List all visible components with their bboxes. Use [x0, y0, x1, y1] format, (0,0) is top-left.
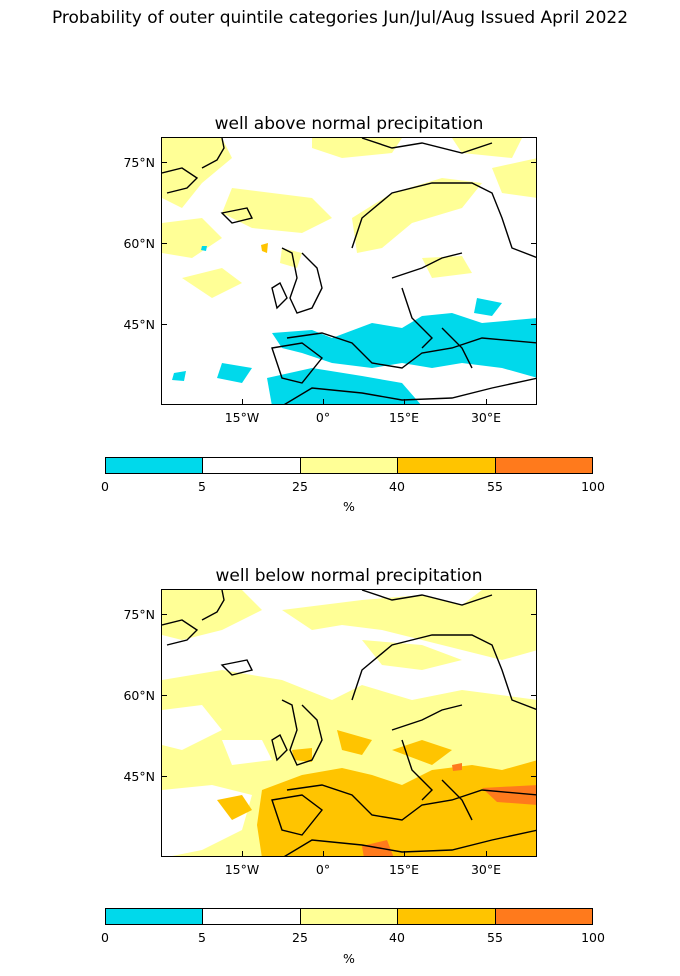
figure-title: Probability of outer quintile categories…	[51, 8, 629, 28]
cbar1-tick-25: 25	[292, 479, 308, 494]
cbar1-tick-0: 0	[101, 479, 109, 494]
cbar2-tick-40: 40	[389, 930, 405, 945]
panel-2-orange-regions	[217, 730, 536, 856]
cbar-seg-55-100	[495, 458, 593, 473]
cbar1-tick-55: 55	[487, 479, 503, 494]
panel-2-lon-0: 0°	[315, 862, 331, 877]
cbar2-unit: %	[343, 951, 355, 966]
panel-2-colorbar	[105, 908, 593, 925]
cbar2-tick-5: 5	[198, 930, 206, 945]
panel-1-coastlines	[162, 138, 536, 404]
panel-2-title: well below normal precipitation	[215, 566, 483, 586]
panel-2-lat-60: 60°N	[123, 688, 155, 703]
panel-1-lon-30e: 30°E	[470, 410, 502, 425]
cbar-seg-0-5	[106, 458, 204, 473]
panel-2-lat-75: 75°N	[123, 607, 155, 622]
panel-1-colorbar	[105, 457, 593, 474]
panel-2-lon-15w: 15°W	[224, 862, 260, 877]
panel-1-lat-60: 60°N	[123, 236, 155, 251]
cbar-seg-25-40	[300, 909, 399, 924]
panel-1-lat-75: 75°N	[123, 155, 155, 170]
cbar1-tick-100: 100	[581, 479, 605, 494]
panel-2-coastlines	[162, 590, 536, 856]
panel-2-yellow-regions	[162, 590, 536, 856]
panel-1-lon-15w: 15°W	[224, 410, 260, 425]
panel-1-map	[161, 137, 537, 405]
panel-1-orange-spot	[261, 243, 268, 253]
cbar1-tick-5: 5	[198, 479, 206, 494]
cbar-seg-5-25	[203, 458, 301, 473]
cbar-seg-40-55	[398, 909, 496, 924]
cbar2-tick-0: 0	[101, 930, 109, 945]
panel-2-lon-15e: 15°E	[388, 862, 420, 877]
panel-1-yellow-regions	[162, 138, 536, 298]
panel-2-map	[161, 589, 537, 857]
panel-1-lon-0: 0°	[315, 410, 331, 425]
cbar2-tick-25: 25	[292, 930, 308, 945]
cbar2-tick-55: 55	[487, 930, 503, 945]
cbar-seg-40-55	[398, 458, 496, 473]
cbar1-tick-40: 40	[389, 479, 405, 494]
cbar-seg-25-40	[300, 458, 399, 473]
panel-2-lon-30e: 30°E	[470, 862, 502, 877]
cbar-seg-0-5	[106, 909, 204, 924]
panel-1-lat-45: 45°N	[123, 317, 155, 332]
panel-1-cyan-regions	[172, 246, 536, 404]
cbar1-unit: %	[343, 499, 355, 514]
cbar-seg-55-100	[495, 909, 593, 924]
cbar-seg-5-25	[203, 909, 301, 924]
panel-1-title: well above normal precipitation	[214, 114, 484, 134]
cbar2-tick-100: 100	[581, 930, 605, 945]
panel-2-lat-45: 45°N	[123, 769, 155, 784]
panel-1-lon-15e: 15°E	[388, 410, 420, 425]
